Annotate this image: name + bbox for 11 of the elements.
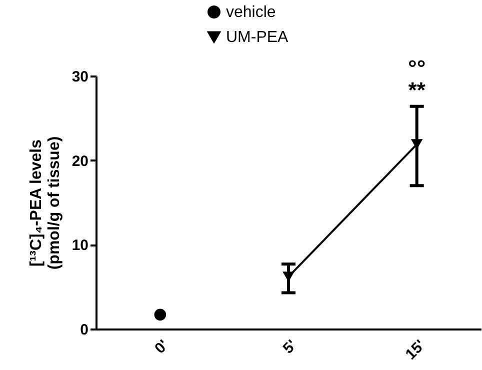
y-tick-label: 30	[72, 68, 88, 86]
x-tick-label: 15'	[402, 336, 429, 364]
x-tick-label: 0'	[152, 336, 172, 358]
legend-label: UM-PEA	[226, 29, 289, 46]
legend-label: vehicle	[226, 4, 276, 21]
y-tick-label: 20	[72, 152, 88, 170]
point	[154, 308, 166, 321]
y-tick-label: 10	[72, 237, 88, 254]
x-tick-label: 5'	[280, 336, 300, 358]
y-tick-label: 0	[80, 322, 88, 338]
y-axis-title: [¹³C]₄-PEA levels (pmol/g of tissue)	[28, 136, 63, 270]
